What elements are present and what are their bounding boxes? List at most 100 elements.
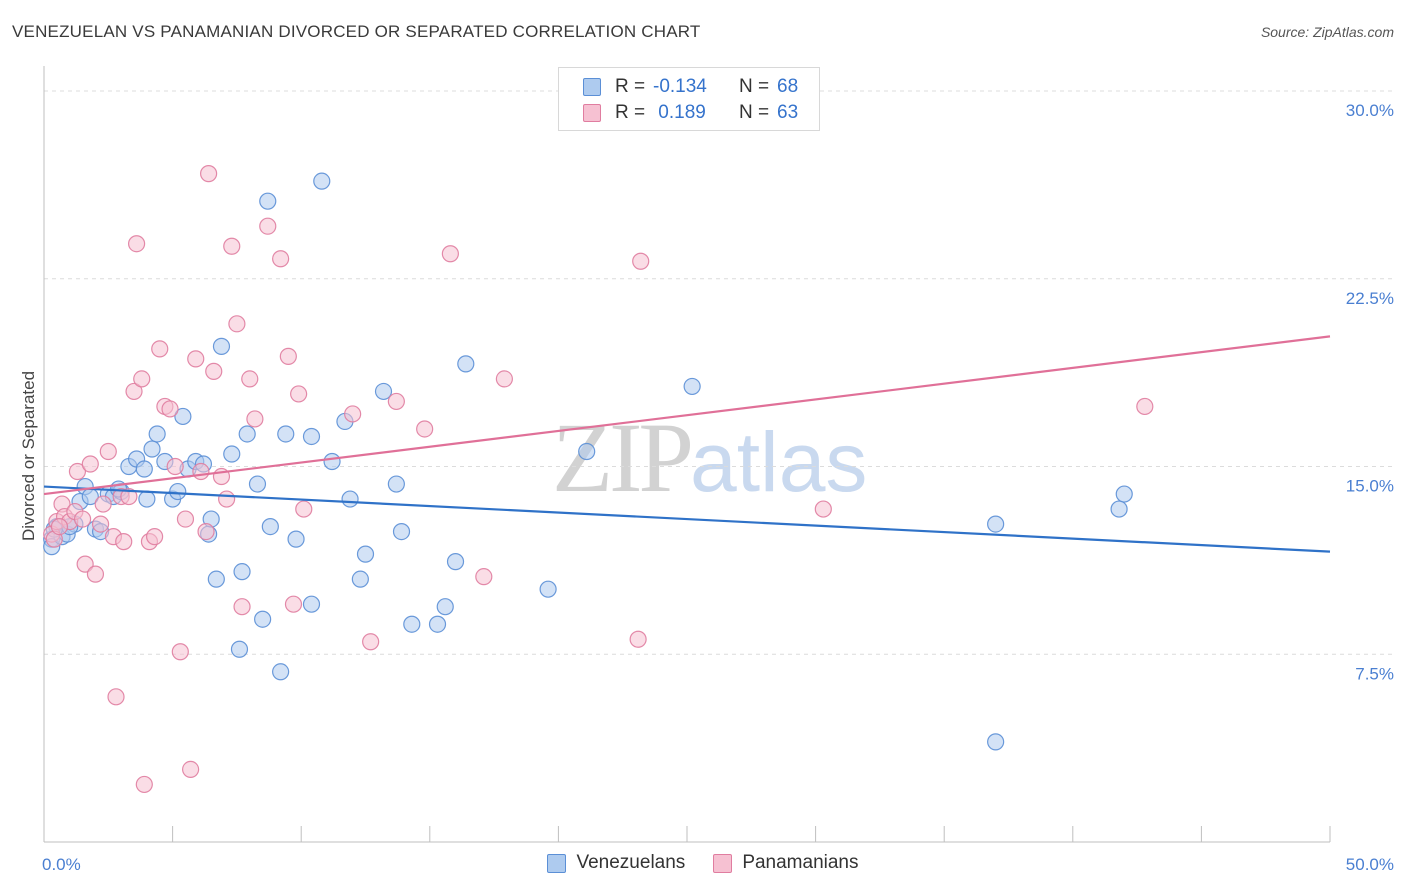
venezuelan-trend-line (43, 485, 1331, 553)
venezuelan-point (259, 192, 277, 210)
panamanian-point (76, 555, 94, 573)
legend-n-label: N = (739, 76, 770, 97)
x-tick-label-1: 50.0% (1346, 855, 1394, 874)
panamanian-point (814, 500, 832, 518)
axis-ticks: 7.5% 15.0% 22.5% 30.0% (1346, 101, 1394, 683)
legend-item-panamanians[interactable]: Panamanians (713, 852, 859, 874)
correlation-legend: R = -0.134 N = 68 R = 0.189 N = 63 (558, 67, 820, 131)
panamanian-point (99, 442, 117, 461)
legend-n-value: 68 (777, 76, 799, 97)
panamanian-point (145, 528, 164, 546)
legend-item-venezuelans[interactable]: Venezuelans (547, 852, 685, 874)
axes (43, 66, 1331, 843)
panamanian-trend-line (43, 335, 1331, 496)
venezuelan-point (374, 382, 393, 401)
legend-swatch-venezuelans (583, 78, 601, 96)
panamanian-point (115, 533, 133, 551)
panamanian-point (441, 245, 459, 263)
venezuelan-point (248, 475, 267, 493)
venezuelan-point (212, 337, 231, 355)
panamanian-point (81, 455, 99, 473)
venezuelan-point (207, 570, 225, 588)
panamanian-point (182, 760, 200, 779)
legend-n-label: N = (739, 102, 770, 123)
legend-row-panamanians: R = 0.189 N = 63 (583, 101, 798, 125)
panamanian-point (233, 598, 251, 616)
panamanian-point (187, 350, 205, 368)
venezuelan-point (987, 515, 1005, 533)
venezuelan-point (351, 570, 369, 588)
legend-r-value: -0.134 (653, 76, 707, 97)
panamanian-point (205, 362, 223, 380)
watermark: ZIPatlas (552, 400, 867, 515)
venezuelan-point (272, 663, 290, 681)
panamanian-point (218, 490, 236, 508)
panamanian-point (125, 382, 143, 401)
legend-swatch-panamanians (713, 853, 733, 873)
venezuelan-point (436, 598, 454, 616)
panamanian-point (290, 385, 308, 403)
panamanian-point (475, 568, 493, 586)
legend-swatch-panamanians (583, 104, 601, 122)
venezuelan-point (578, 442, 596, 461)
legend-r-value: 0.189 (653, 102, 706, 123)
panamanian-point (228, 315, 246, 333)
y-tick-label: 30.0% (1346, 101, 1394, 120)
y-tick-label: 22.5% (1346, 289, 1394, 308)
venezuelan-point (138, 490, 156, 508)
panamanian-point (107, 688, 125, 706)
y-axis-label: Divorced or Separated (19, 371, 38, 541)
legend-label-venezuelans: Venezuelans (576, 852, 686, 873)
legend-r-label: R = (615, 102, 646, 123)
panamanian-point (197, 522, 215, 541)
venezuelan-point (254, 610, 272, 628)
venezuelan-point (313, 172, 331, 190)
legend-row-venezuelans: R = -0.134 N = 68 (583, 75, 798, 99)
venezuelan-point (230, 640, 249, 658)
venezuelan-point (1115, 485, 1133, 503)
legend-label-panamanians: Panamanians (742, 852, 859, 873)
panamanian-point (120, 487, 138, 506)
panamanian-point (161, 400, 179, 418)
panamanian-point (86, 565, 105, 583)
venezuelan-point (428, 615, 447, 633)
panamanian-point (171, 643, 189, 661)
panamanian-point (133, 370, 151, 388)
venezuelan-point (302, 427, 321, 446)
venezuelan-point (987, 733, 1005, 751)
panamanian-point (151, 340, 169, 358)
panamanian-point (295, 500, 313, 518)
panamanian-point (241, 370, 259, 388)
series-legend: Venezuelans Panamanians (0, 852, 1406, 874)
panamanian-point (200, 165, 218, 183)
panamanian-point (629, 630, 647, 648)
venezuelan-point (287, 530, 305, 548)
y-tick-label: 15.0% (1346, 477, 1394, 496)
venezuelan-point (323, 452, 341, 471)
legend-swatch-venezuelans (547, 853, 567, 873)
panamanian-point (387, 392, 405, 411)
panamanian-point (192, 462, 210, 481)
panamanian-point (127, 235, 146, 253)
x-tick-label-0: 0.0% (42, 855, 81, 874)
legend-n-value: 63 (777, 102, 799, 123)
venezuelan-point (457, 355, 475, 373)
panamanian-point (68, 462, 87, 481)
panamanian-point (91, 515, 110, 533)
venezuelan-point (148, 425, 166, 443)
venezuelan-point (233, 563, 251, 581)
y-tick-label: 7.5% (1355, 664, 1394, 683)
venezuelan-point (341, 490, 359, 508)
venezuelan-point (135, 460, 153, 478)
panamanian-point (50, 517, 69, 536)
venezuelan-point (446, 553, 465, 571)
panamanian-point (632, 252, 650, 270)
source-label: Source: ZipAtlas.com (1260, 24, 1394, 40)
series-panamanians (43, 165, 1154, 794)
trend-lines (43, 335, 1331, 553)
panamanian-point (259, 217, 277, 235)
venezuelan-point (683, 377, 701, 396)
venezuelan-point (403, 615, 421, 633)
venezuelan-point (223, 445, 241, 463)
chart-title: VENEZUELAN VS PANAMANIAN DIVORCED OR SEP… (12, 22, 701, 41)
